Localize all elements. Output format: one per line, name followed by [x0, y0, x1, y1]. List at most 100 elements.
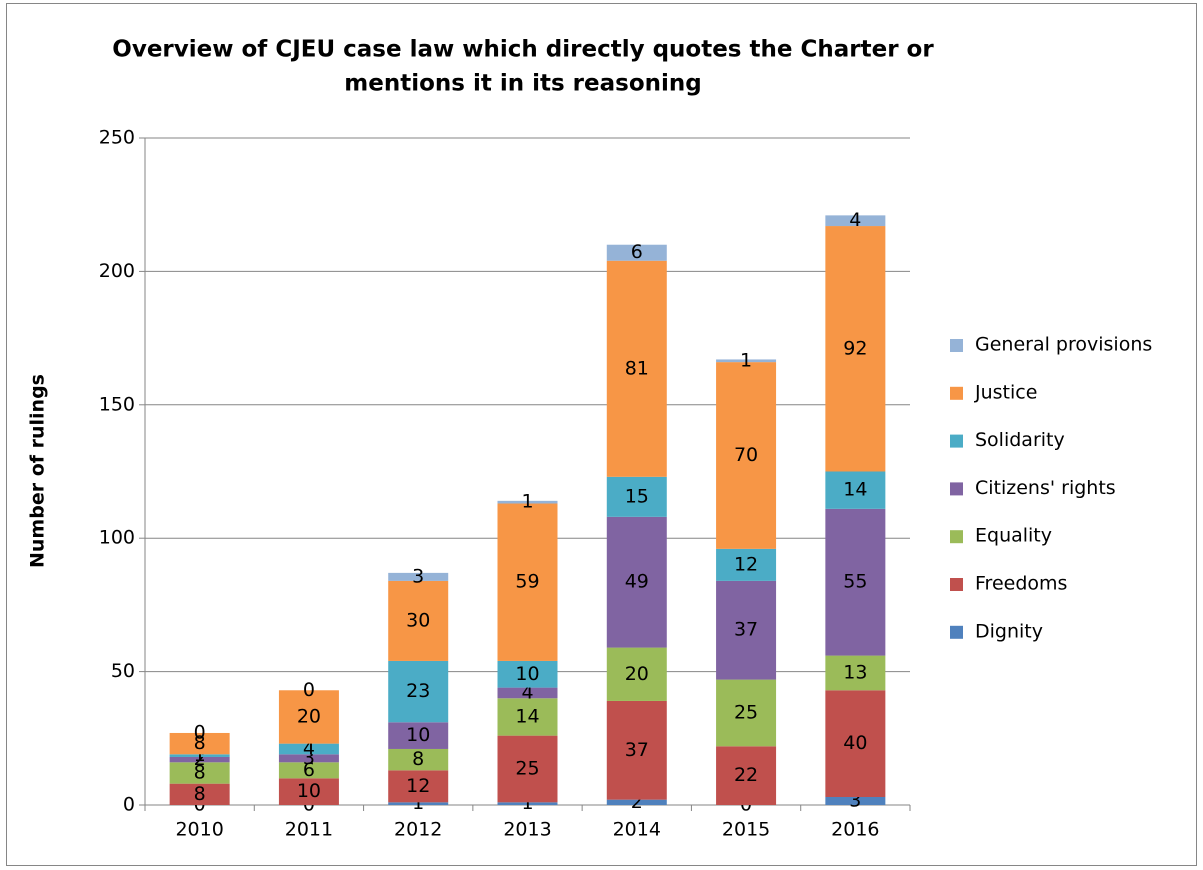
chart-border	[6, 3, 1197, 866]
bar-segment	[169, 756, 230, 763]
bar-segment	[388, 722, 449, 749]
legend-label: Citizens' rights	[975, 477, 1116, 499]
data-label: 12	[734, 553, 758, 575]
data-label: 37	[625, 739, 649, 761]
bar-segment	[388, 580, 449, 661]
data-label: 12	[406, 775, 430, 797]
bar-segment	[169, 732, 230, 755]
bar-segment	[169, 762, 230, 784]
bar-segment	[825, 690, 886, 797]
bar-segment	[825, 226, 886, 472]
bar-segment	[278, 778, 339, 805]
data-label: 15	[625, 485, 649, 507]
data-label: 10	[515, 663, 539, 685]
bar-segment	[825, 796, 886, 805]
data-label: 14	[843, 479, 867, 501]
data-label: 30	[406, 609, 430, 631]
legend-swatch	[950, 434, 963, 448]
data-label: 1	[740, 349, 752, 371]
data-label: 59	[515, 571, 539, 593]
bar-segment	[606, 647, 667, 701]
data-label: 25	[515, 757, 539, 779]
data-label: 25	[734, 701, 758, 723]
bar-segment	[388, 748, 449, 771]
data-label: 1	[521, 491, 533, 513]
bar-segment	[606, 799, 667, 805]
y-tick-label: 50	[111, 660, 135, 682]
data-label: 20	[297, 705, 321, 727]
data-label: 70	[734, 444, 758, 466]
bar-segment	[388, 770, 449, 803]
x-tick-label: 2011	[285, 819, 333, 841]
legend-label: Freedoms	[975, 573, 1067, 595]
legend-swatch	[950, 386, 963, 400]
data-label: 8	[194, 732, 206, 754]
bar-segment	[716, 679, 777, 747]
legend-label: Equality	[975, 525, 1052, 547]
legend-label: Solidarity	[975, 429, 1065, 451]
bar-segment	[497, 500, 558, 504]
bar-segment	[497, 735, 558, 803]
bar-segment	[497, 503, 558, 661]
data-label: 23	[406, 680, 430, 702]
bar-segment	[825, 508, 886, 656]
bar-segment	[278, 690, 339, 744]
bar-segment	[716, 580, 777, 680]
bar-segment	[388, 802, 449, 805]
data-label: 10	[297, 780, 321, 802]
legend-swatch	[950, 530, 963, 544]
bar-segment	[716, 362, 777, 549]
data-label: 13	[843, 661, 867, 683]
data-label: 37	[734, 619, 758, 641]
chart-title: mentions it in its reasoning	[344, 71, 701, 97]
data-label: 49	[625, 571, 649, 593]
data-label: 92	[843, 337, 867, 359]
bar-segment	[497, 660, 558, 688]
bar-segment	[825, 215, 886, 227]
legend-swatch	[950, 625, 963, 639]
y-tick-label: 100	[99, 527, 135, 549]
data-label: 20	[625, 663, 649, 685]
bar-segment	[278, 754, 339, 763]
data-label: 0	[303, 679, 315, 701]
y-tick-label: 0	[123, 794, 135, 816]
x-tick-label: 2012	[394, 819, 442, 841]
bar-segment	[716, 359, 777, 363]
data-label: 40	[843, 732, 867, 754]
data-label: 55	[843, 571, 867, 593]
chart-title: Overview of CJEU case law which directly…	[112, 37, 934, 63]
bar-segment	[716, 746, 777, 805]
bar-segment	[497, 698, 558, 736]
data-label: 8	[412, 748, 424, 770]
bar-segment	[606, 516, 667, 648]
bar-segment	[497, 802, 558, 805]
bar-segment	[606, 476, 667, 517]
data-label: 6	[303, 759, 315, 781]
bar-segment	[606, 260, 667, 477]
y-tick-label: 200	[99, 260, 135, 282]
bar-segment	[606, 700, 667, 800]
legend-label: General provisions	[975, 334, 1152, 356]
x-tick-label: 2015	[722, 819, 770, 841]
data-label: 0	[194, 721, 206, 743]
legend-swatch	[950, 482, 963, 496]
bar-segment	[388, 660, 449, 723]
bar-segment	[278, 743, 339, 755]
y-axis-label: Number of rulings	[27, 374, 49, 568]
bar-segment	[716, 548, 777, 581]
data-label: 8	[194, 761, 206, 783]
bar-segment	[278, 762, 339, 779]
y-tick-label: 250	[99, 127, 135, 149]
bar-segment	[606, 244, 667, 261]
data-label: 10	[406, 724, 430, 746]
bar-segment	[388, 572, 449, 581]
y-tick-label: 150	[99, 393, 135, 415]
data-label: 3	[412, 565, 424, 587]
x-tick-label: 2014	[613, 819, 661, 841]
legend-swatch	[950, 339, 963, 352]
x-tick-label: 2010	[175, 819, 223, 841]
bar-segment	[825, 471, 886, 509]
data-label: 8	[194, 783, 206, 805]
data-label: 22	[734, 764, 758, 786]
